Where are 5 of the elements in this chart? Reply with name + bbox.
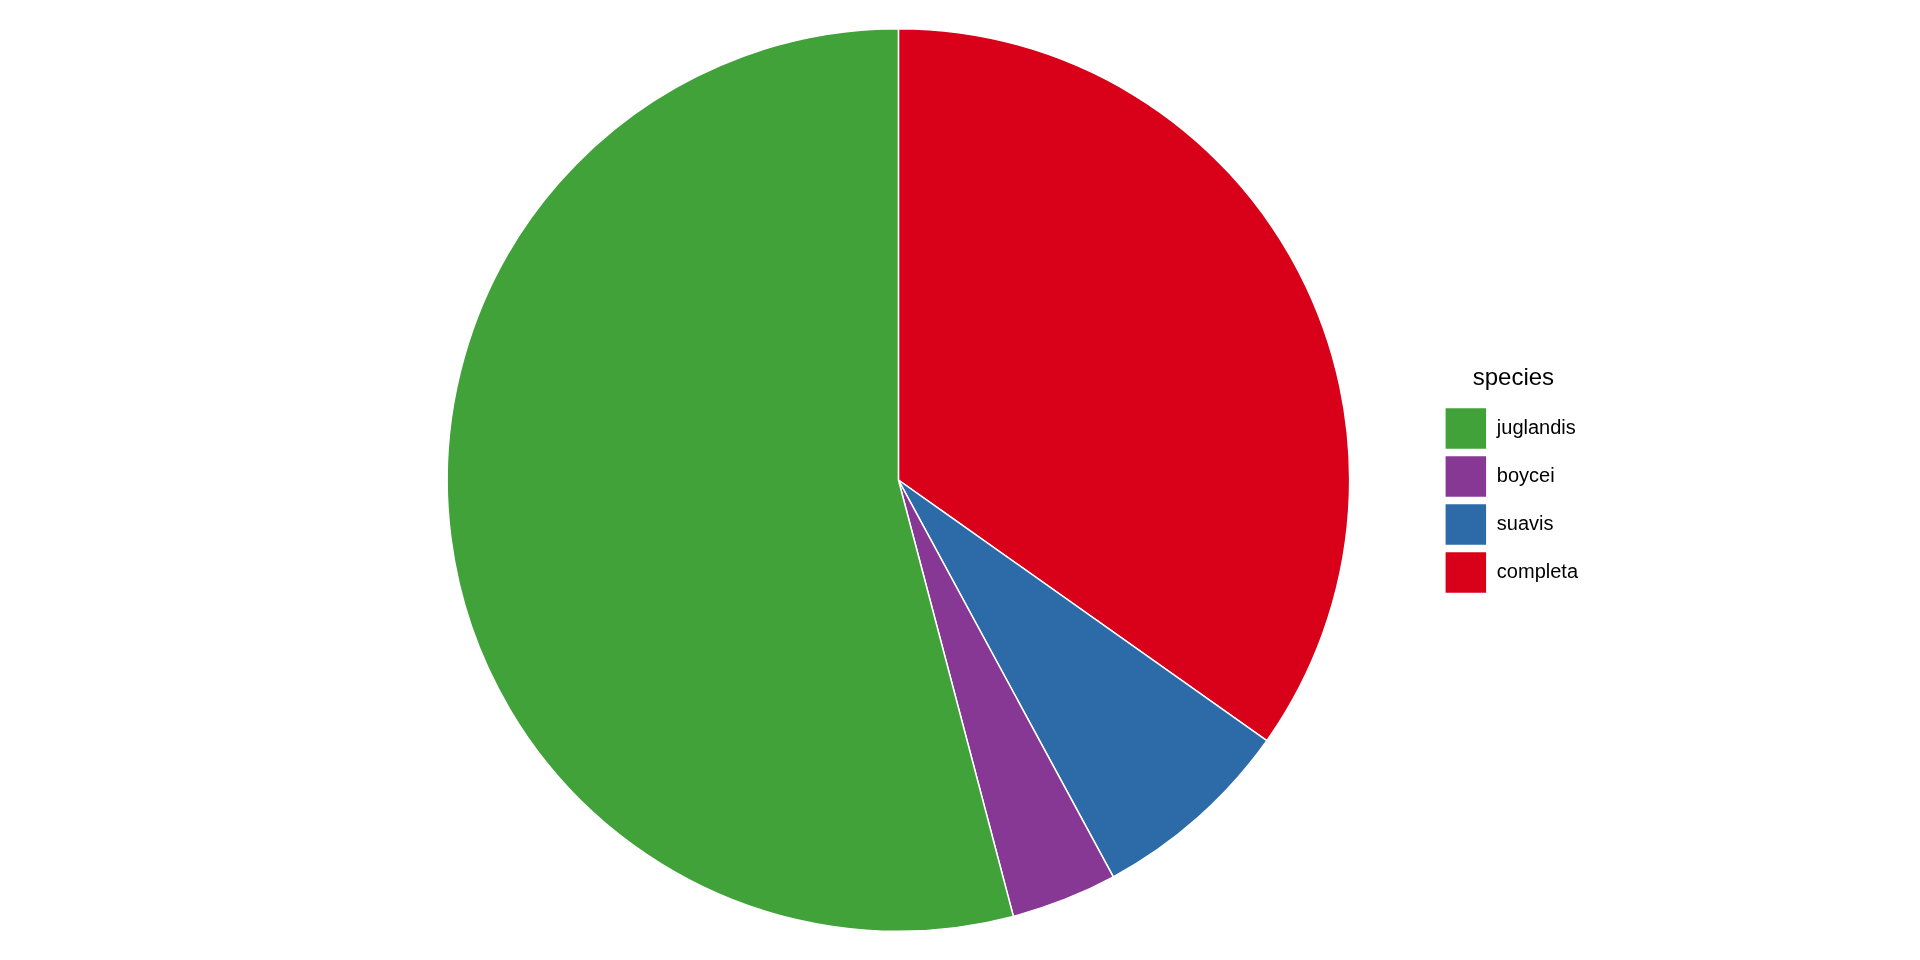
legend-label: suavis (1496, 511, 1554, 534)
legend-title: species (1472, 363, 1555, 391)
legend-label: juglandis (1495, 415, 1576, 438)
legend-label: completa (1496, 559, 1579, 582)
legend-label: boycei (1496, 463, 1555, 486)
